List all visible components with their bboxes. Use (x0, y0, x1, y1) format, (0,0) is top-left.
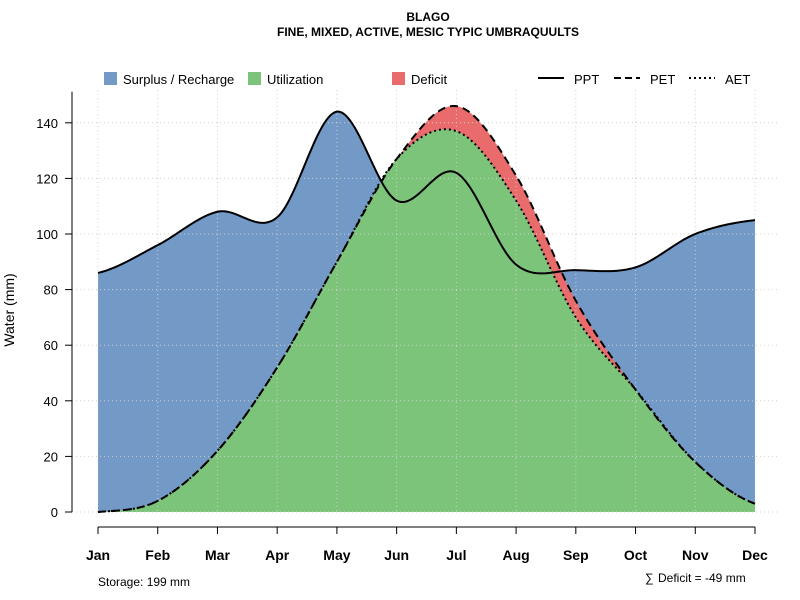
series-lines (97, 104, 756, 513)
x-tick-label: Dec (742, 547, 768, 563)
ppt-line (97, 110, 756, 275)
y-tick-label: 140 (36, 116, 58, 131)
legend-label: PPT (574, 72, 599, 87)
x-tick-label: Feb (145, 547, 170, 563)
surplus-over-pet-area (98, 105, 755, 512)
x-tick-label: Mar (205, 547, 230, 563)
legend-label: Deficit (411, 72, 448, 87)
y-tick-label: 120 (36, 171, 58, 186)
legend: Surplus / Recharge Utilization Deficit PPT P… (104, 72, 750, 87)
pet-line (97, 104, 756, 513)
y-tick-label: 0 (51, 505, 58, 520)
x-tick-label: Nov (682, 547, 709, 563)
aet-line (97, 128, 756, 513)
legend-label: Surplus / Recharge (123, 72, 234, 87)
x-tick-label: Jun (384, 547, 409, 563)
x-tick-label: Sep (563, 547, 589, 563)
legend-swatch (248, 72, 261, 85)
legend-swatch (392, 72, 405, 85)
axes: 0 20 40 60 80 100 120 140 Jan Feb Mar Apr May Jun Jul A… (36, 91, 768, 563)
x-tick-label: Apr (265, 547, 290, 563)
utilization-area (98, 129, 755, 512)
y-tick-label: 60 (44, 338, 58, 353)
sum-symbol: ∑ (645, 571, 654, 585)
x-tick-label: Jan (86, 547, 110, 563)
legend-label: Utilization (267, 72, 323, 87)
x-tick-label: Aug (502, 547, 529, 563)
y-tick-label: 100 (36, 227, 58, 242)
x-tick-label: Oct (624, 547, 648, 563)
y-tick-label: 20 (44, 449, 58, 464)
y-tick-label: 40 (44, 394, 58, 409)
chart-title: BLAGO (406, 10, 449, 24)
legend-swatch (104, 72, 117, 85)
deficit-note: Deficit = -49 mm (658, 571, 746, 585)
chart-subtitle: FINE, MIXED, ACTIVE, MESIC TYPIC UMBRAQU… (277, 25, 579, 39)
area-layers (98, 105, 755, 513)
y-tick-label: 80 (44, 283, 58, 298)
x-tick-label: Jul (446, 547, 466, 563)
storage-note: Storage: 199 mm (98, 575, 190, 589)
x-tick-label: May (323, 547, 350, 563)
legend-label: PET (650, 72, 675, 87)
legend-label: AET (725, 72, 750, 87)
y-axis-label: Water (mm) (1, 273, 17, 346)
